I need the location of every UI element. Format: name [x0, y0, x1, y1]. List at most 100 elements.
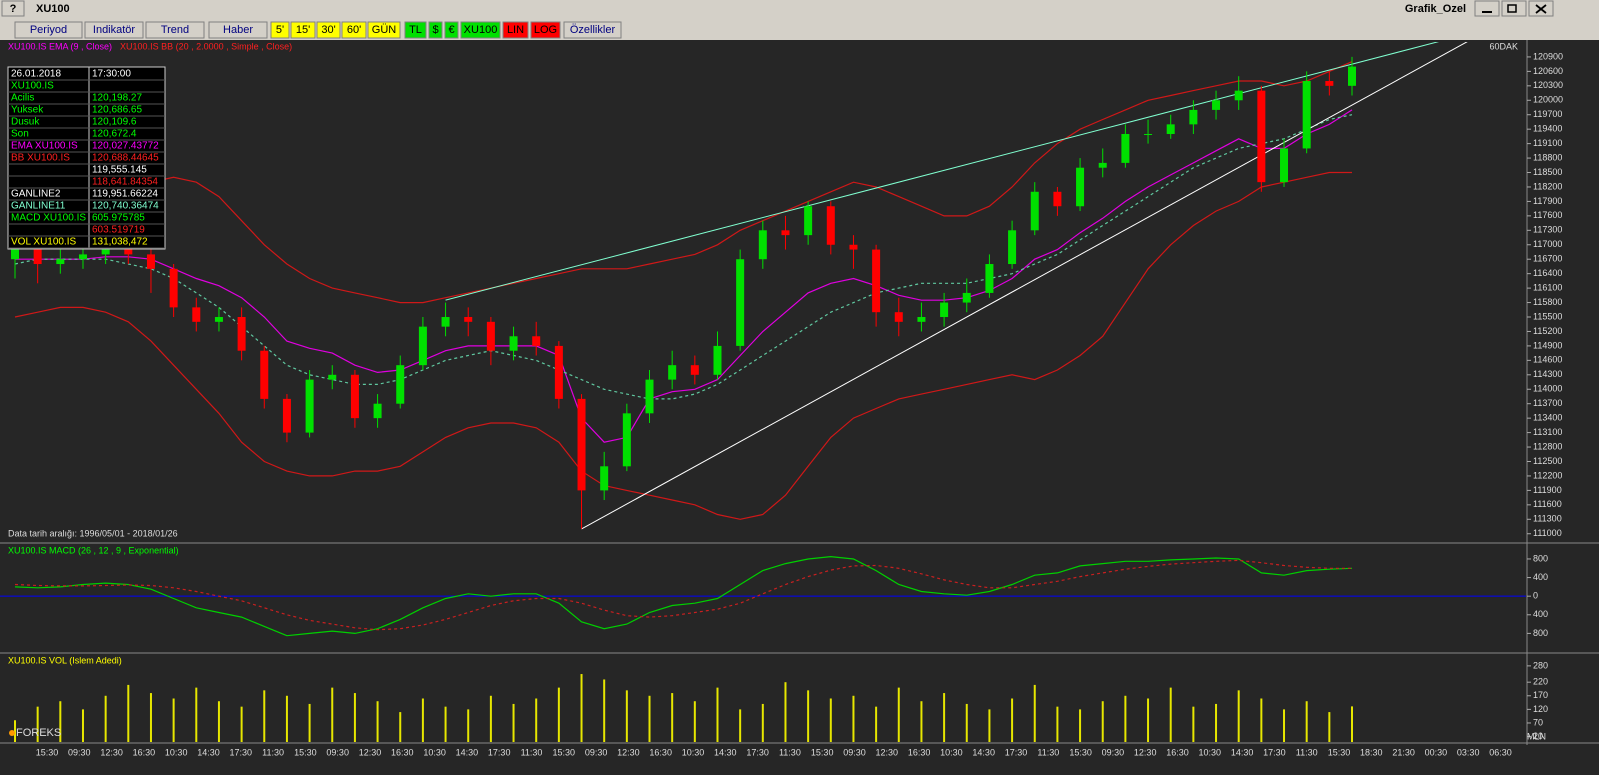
toolbar-button[interactable]: [208, 21, 268, 39]
candle-body: [214, 317, 223, 322]
candle-body: [373, 403, 382, 419]
toolbar-button[interactable]: [84, 21, 144, 39]
info-value: 120,027.43772: [92, 141, 159, 152]
volume-bar: [81, 709, 84, 742]
toolbar-button[interactable]: [341, 21, 367, 39]
candle-body: [1280, 148, 1289, 183]
candle-body: [713, 345, 722, 375]
toolbar-button[interactable]: [367, 21, 401, 39]
y-tick-label: 116100: [1533, 282, 1562, 292]
info-value: 603.519719: [92, 225, 145, 236]
volume-bar: [920, 701, 923, 742]
toolbar-button[interactable]: [502, 21, 529, 39]
info-value: 118,641.84354: [92, 177, 158, 188]
x-tick-label: 12:30: [100, 747, 123, 757]
candle-body: [192, 307, 201, 322]
y-tick-label: 113400: [1533, 413, 1562, 423]
candle-body: [464, 317, 473, 322]
toolbar-button[interactable]: [270, 21, 290, 39]
info-value: 17:30:00: [92, 69, 131, 80]
volume-bar: [829, 698, 832, 742]
toolbar-button[interactable]: [530, 21, 561, 39]
candle-body: [509, 336, 518, 351]
indicator-line: [14, 61, 1353, 304]
volume-bar: [444, 706, 447, 742]
x-tick-label: 10:30: [1199, 747, 1222, 757]
y-tick-label: 114600: [1533, 355, 1562, 365]
toolbar-label: Özellikler: [570, 24, 616, 36]
x-tick-label: 11:30: [521, 747, 543, 757]
toolbar-label: 5': [276, 24, 284, 36]
toolbar-label: TL: [409, 24, 422, 36]
y-tick-label: 116700: [1533, 254, 1562, 264]
volume-bar: [1147, 698, 1150, 742]
x-tick-label: 16:30: [1166, 747, 1189, 757]
x-tick-label: 11:30: [1296, 747, 1318, 757]
volume-bar: [897, 687, 900, 742]
candle-body: [645, 379, 654, 414]
candle-body: [396, 365, 405, 404]
candle-body: [985, 264, 994, 293]
candle-body: [1302, 81, 1311, 149]
y-tick-label: 400: [1533, 609, 1548, 619]
volume-bar: [807, 690, 810, 742]
y-tick-label: 112500: [1533, 456, 1562, 466]
info-label: VOL XU100.IS: [11, 237, 77, 248]
indicator-line: [15, 109, 1353, 443]
volume-bar: [875, 706, 878, 742]
toolbar-button[interactable]: [290, 21, 316, 39]
info-value: 119,555.145: [92, 165, 147, 176]
candle-body: [260, 350, 269, 399]
restore-button[interactable]: [1501, 0, 1527, 17]
volume-bar: [1328, 712, 1331, 742]
volume-bar: [240, 706, 243, 742]
candle-body: [1121, 133, 1130, 163]
toolbar-button[interactable]: [563, 21, 622, 39]
candle-body: [1030, 191, 1039, 231]
y-tick-label: 280: [1533, 660, 1548, 670]
candle-body: [1234, 90, 1243, 101]
candle-body: [554, 345, 563, 399]
y-tick-label: 0: [1533, 591, 1538, 601]
x-tick-label: 15:30: [36, 747, 59, 757]
x-tick-label: 17:30: [1005, 747, 1028, 757]
volume-bar: [36, 706, 39, 742]
volume-bar: [1124, 695, 1127, 742]
y-tick-label: 70: [1533, 717, 1543, 727]
volume-bar: [331, 687, 334, 742]
toolbar-label: 60': [347, 24, 361, 36]
info-label: XU100.IS: [11, 81, 54, 92]
toolbar-label: $: [432, 24, 438, 36]
toolbar-button[interactable]: [404, 21, 427, 39]
chart-area: [0, 40, 1599, 775]
minimize-button[interactable]: [1474, 0, 1500, 17]
candle-body: [124, 249, 133, 255]
x-tick-label: 14:30: [197, 747, 220, 757]
y-tick-label: 115200: [1533, 326, 1562, 336]
y-tick-label: 114300: [1533, 369, 1562, 379]
volume-bar: [217, 701, 220, 742]
window-title: XU100: [36, 3, 70, 15]
toolbar-button[interactable]: [460, 21, 501, 39]
info-value: 120,740.36474: [92, 201, 159, 212]
y-tick-label: 119400: [1533, 124, 1562, 134]
volume-bar: [127, 684, 130, 742]
info-label: BB XU100.IS: [11, 153, 70, 164]
toolbar-button[interactable]: [428, 21, 443, 39]
x-tick-label: 17:30: [230, 747, 253, 757]
trend-line: [581, 42, 1468, 530]
macd-line: [14, 555, 1353, 637]
candle-body: [962, 292, 971, 303]
toolbar-button[interactable]: [145, 21, 205, 39]
volume-bar: [716, 687, 719, 742]
volume-bar: [648, 695, 651, 742]
info-value: 605.975785: [92, 213, 145, 224]
toolbar-button[interactable]: [316, 21, 341, 39]
x-tick-label: 18:30: [1360, 747, 1383, 757]
candle-body: [781, 230, 790, 236]
toolbar-button[interactable]: [14, 21, 83, 39]
help-button[interactable]: [1, 0, 25, 17]
toolbar-button[interactable]: [444, 21, 459, 39]
candle-body: [1348, 66, 1356, 86]
volume-bar: [625, 690, 628, 742]
